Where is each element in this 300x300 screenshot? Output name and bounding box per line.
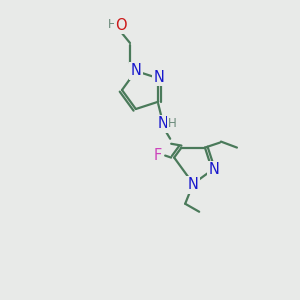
Text: N: N [130, 64, 141, 79]
Text: H: H [108, 19, 116, 32]
Text: F: F [154, 148, 162, 163]
Text: N: N [154, 70, 165, 85]
Text: O: O [115, 17, 127, 32]
Text: H: H [168, 117, 177, 130]
Text: N: N [209, 162, 220, 177]
Text: N: N [158, 116, 169, 131]
Text: N: N [188, 177, 199, 192]
